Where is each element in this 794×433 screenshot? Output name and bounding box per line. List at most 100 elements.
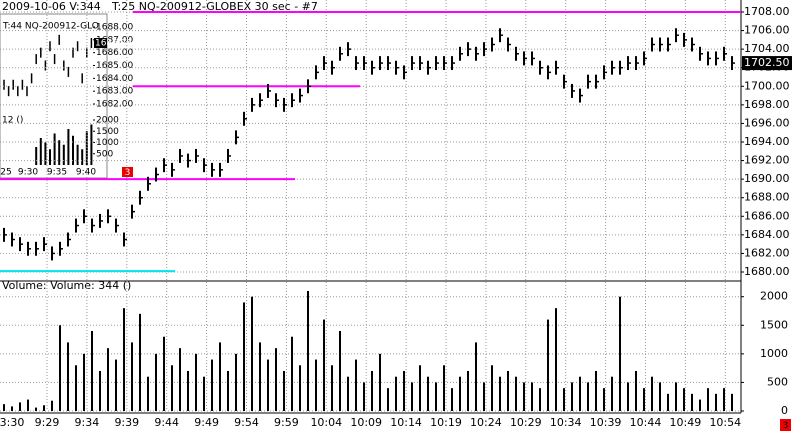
- y-tick-label: 1696.00: [744, 116, 790, 129]
- volume-bar: [523, 382, 525, 411]
- volume-tick-label: 2000: [760, 290, 788, 303]
- volume-bar: [387, 388, 389, 411]
- volume-tick-label: 500: [767, 375, 788, 388]
- inset-volume-bar: [44, 142, 47, 165]
- x-tick-label: 9:59: [274, 416, 299, 429]
- inset-chart: T:44 NQ-200912-GLO1682.001683.001684.001…: [0, 13, 133, 179]
- volume-bar: [99, 371, 101, 411]
- badge: [122, 167, 133, 177]
- volume-bar: [331, 365, 333, 411]
- volume-bar: [651, 376, 653, 411]
- x-tick-label: 10:49: [670, 416, 702, 429]
- inset-volume-bar: [39, 138, 42, 165]
- badge-text: 3: [125, 168, 131, 178]
- volume-bar: [75, 365, 77, 411]
- volume-bar: [91, 331, 93, 411]
- y-tick-label: 1682.00: [744, 246, 790, 259]
- volume-bar: [347, 376, 349, 411]
- inset-volume-bar: [49, 149, 51, 165]
- volume-bar: [555, 308, 557, 411]
- volume-bar: [731, 393, 733, 411]
- volume-bar: [83, 353, 85, 411]
- volume-bar: [499, 376, 501, 411]
- volume-bar: [683, 388, 685, 411]
- volume-bar: [611, 376, 613, 411]
- volume-bar: [627, 382, 629, 411]
- volume-bar: [339, 331, 341, 411]
- inset-volume-bar: [62, 144, 65, 165]
- volume-bar: [459, 376, 461, 411]
- inset-volume-tick-label: 1500: [96, 127, 119, 137]
- x-tick-label: 10:34: [550, 416, 582, 429]
- volume-bar: [155, 353, 157, 411]
- volume-bar: [11, 406, 13, 411]
- volume-bar: [363, 382, 365, 411]
- inset-volume-tick-label: 1000: [96, 138, 119, 148]
- inset-y-tick-label: 1683.00: [96, 87, 133, 97]
- volume-bar: [371, 371, 373, 411]
- x-tick-label: 10:24: [470, 416, 502, 429]
- volume-bar: [131, 342, 133, 411]
- volume-tick-label: 0: [781, 404, 788, 417]
- volume-bar: [179, 348, 181, 411]
- inset-frame: [0, 13, 108, 179]
- volume-bar: [603, 388, 605, 411]
- inset-volume-bar: [53, 133, 56, 165]
- volume-tick-label: 1500: [760, 318, 788, 331]
- inset-x-tick-label: 9:35: [47, 168, 67, 178]
- y-tick-label: 1692.00: [744, 154, 790, 167]
- x-tick-label: 10:54: [709, 416, 741, 429]
- volume-bar: [411, 382, 413, 411]
- y-tick-label: 1680.00: [744, 265, 790, 278]
- volume-bar: [443, 365, 445, 411]
- inset-volume-bar: [35, 147, 38, 165]
- volume-bar: [163, 336, 165, 411]
- y-tick-label: 1708.00: [744, 5, 790, 18]
- x-tick-label: 9:54: [234, 416, 259, 429]
- x-tick-label: 10:09: [350, 416, 382, 429]
- volume-bar: [427, 376, 429, 411]
- inset-volume-bar: [76, 144, 79, 165]
- volume-bar: [451, 388, 453, 411]
- inset-y-tick-label: 1688.00: [96, 23, 133, 33]
- volume-bar: [571, 382, 573, 411]
- volume-bar: [219, 342, 221, 411]
- y-tick-label: 1694.00: [744, 135, 790, 148]
- volume-bar: [299, 365, 301, 411]
- inset-volume-bar: [72, 135, 74, 165]
- inset-volume-bar: [67, 129, 70, 165]
- header-left: 2009-10-06 V:344: [2, 0, 101, 13]
- x-tick-label: 10:39: [590, 416, 622, 429]
- volume-bar: [723, 388, 725, 411]
- volume-bar: [667, 393, 669, 411]
- x-tick-label: 9:29: [35, 416, 60, 429]
- volume-bar: [707, 388, 709, 411]
- last-price-label: 1702.50: [744, 56, 790, 69]
- x-tick-label: 9:34: [75, 416, 100, 429]
- volume-bar: [515, 376, 517, 411]
- volume-bar: [595, 371, 597, 411]
- x-tick-label: 10:29: [510, 416, 542, 429]
- volume-bar: [283, 371, 285, 411]
- badge: [780, 419, 791, 431]
- volume-bar: [659, 382, 661, 411]
- volume-bar: [419, 365, 421, 411]
- inset-title: T:44 NQ-200912-GLO: [2, 22, 99, 32]
- volume-bar: [171, 365, 173, 411]
- volume-bar: [699, 399, 701, 411]
- volume-bar: [251, 296, 253, 411]
- volume-bar: [531, 382, 533, 411]
- volume-bar: [67, 342, 69, 411]
- volume-bar: [51, 400, 53, 411]
- volume-bar: [267, 359, 269, 411]
- x-tick-label: 10:19: [430, 416, 462, 429]
- volume-bar: [243, 302, 245, 411]
- inset-last-price-box: [94, 38, 107, 49]
- volume-bar: [235, 353, 237, 411]
- volume-bar: [291, 336, 293, 411]
- volume-bar: [59, 325, 61, 411]
- volume-bar: [635, 371, 637, 411]
- inset-y-tick-label: 1685.00: [96, 61, 133, 71]
- volume-bar: [195, 353, 197, 411]
